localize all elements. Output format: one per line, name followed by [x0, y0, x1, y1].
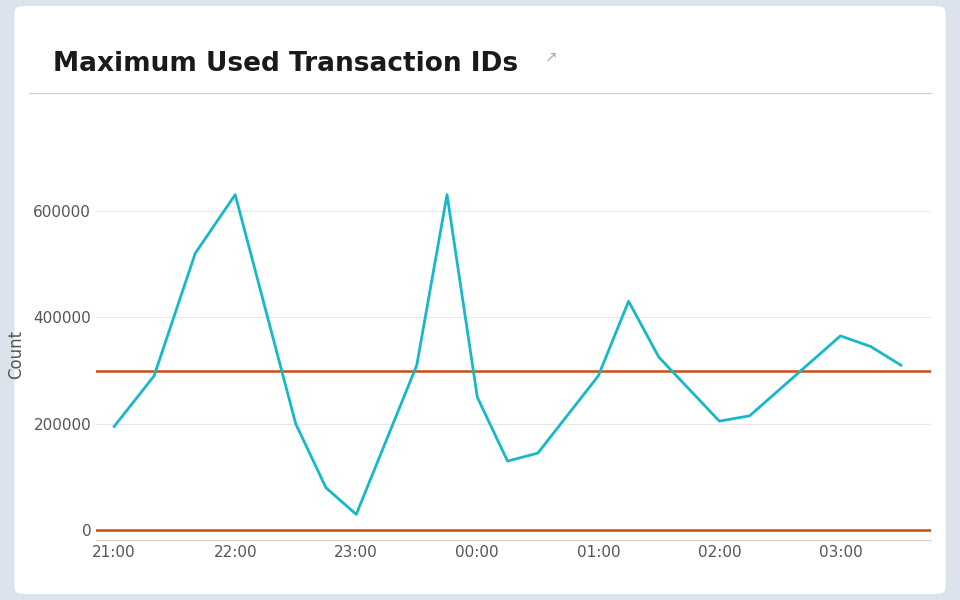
Text: Maximum Used Transaction IDs: Maximum Used Transaction IDs: [53, 51, 518, 77]
Text: ↗: ↗: [544, 49, 557, 64]
Y-axis label: Count: Count: [7, 329, 25, 379]
